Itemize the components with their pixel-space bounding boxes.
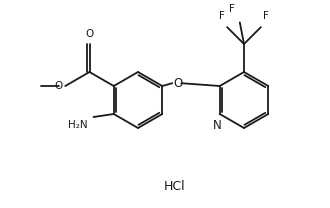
- Text: O: O: [174, 77, 183, 90]
- Text: F: F: [219, 11, 225, 21]
- Text: O: O: [85, 29, 94, 39]
- Text: HCl: HCl: [164, 180, 186, 192]
- Text: H₂N: H₂N: [68, 120, 87, 130]
- Text: F: F: [263, 11, 269, 21]
- Text: O: O: [54, 81, 62, 91]
- Text: N: N: [213, 119, 221, 132]
- Text: F: F: [229, 4, 235, 14]
